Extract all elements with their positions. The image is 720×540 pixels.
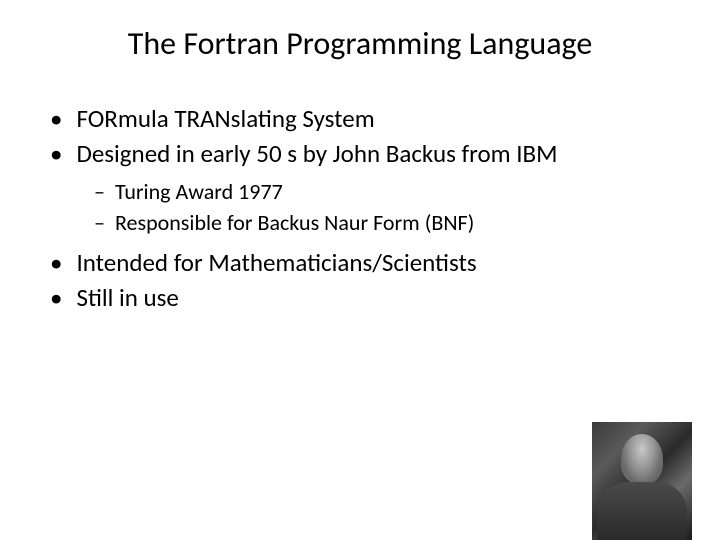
bullet-marker: • [50, 282, 62, 315]
bullet-level1: • Still in use [50, 282, 680, 315]
bullet-text: FORmula TRANslating System [76, 103, 374, 136]
sub-bullet-group: – Turing Award 1977 – Responsible for Ba… [50, 178, 680, 237]
slide-title: The Fortran Programming Language [0, 0, 720, 63]
portrait-photo [592, 422, 692, 540]
bullet-level1: • FORmula TRANslating System [50, 103, 680, 136]
dash-marker: – [94, 209, 105, 238]
bullet-level2: – Responsible for Backus Naur Form (BNF) [94, 209, 680, 238]
bullet-text: Intended for Mathematicians/Scientists [76, 247, 476, 280]
bullet-marker: • [50, 138, 62, 171]
bullet-text: Turing Award 1977 [115, 178, 283, 207]
bullet-text: Still in use [76, 282, 178, 315]
bullet-level1: • Intended for Mathematicians/Scientists [50, 247, 680, 280]
bullet-marker: • [50, 247, 62, 280]
slide-content: • FORmula TRANslating System • Designed … [0, 63, 720, 314]
bullet-text: Responsible for Backus Naur Form (BNF) [115, 209, 474, 238]
bullet-level2: – Turing Award 1977 [94, 178, 680, 207]
dash-marker: – [94, 178, 105, 207]
bullet-level1: • Designed in early 50 s by John Backus … [50, 138, 680, 171]
bullet-marker: • [50, 103, 62, 136]
bullet-text: Designed in early 50 s by John Backus fr… [76, 138, 557, 171]
